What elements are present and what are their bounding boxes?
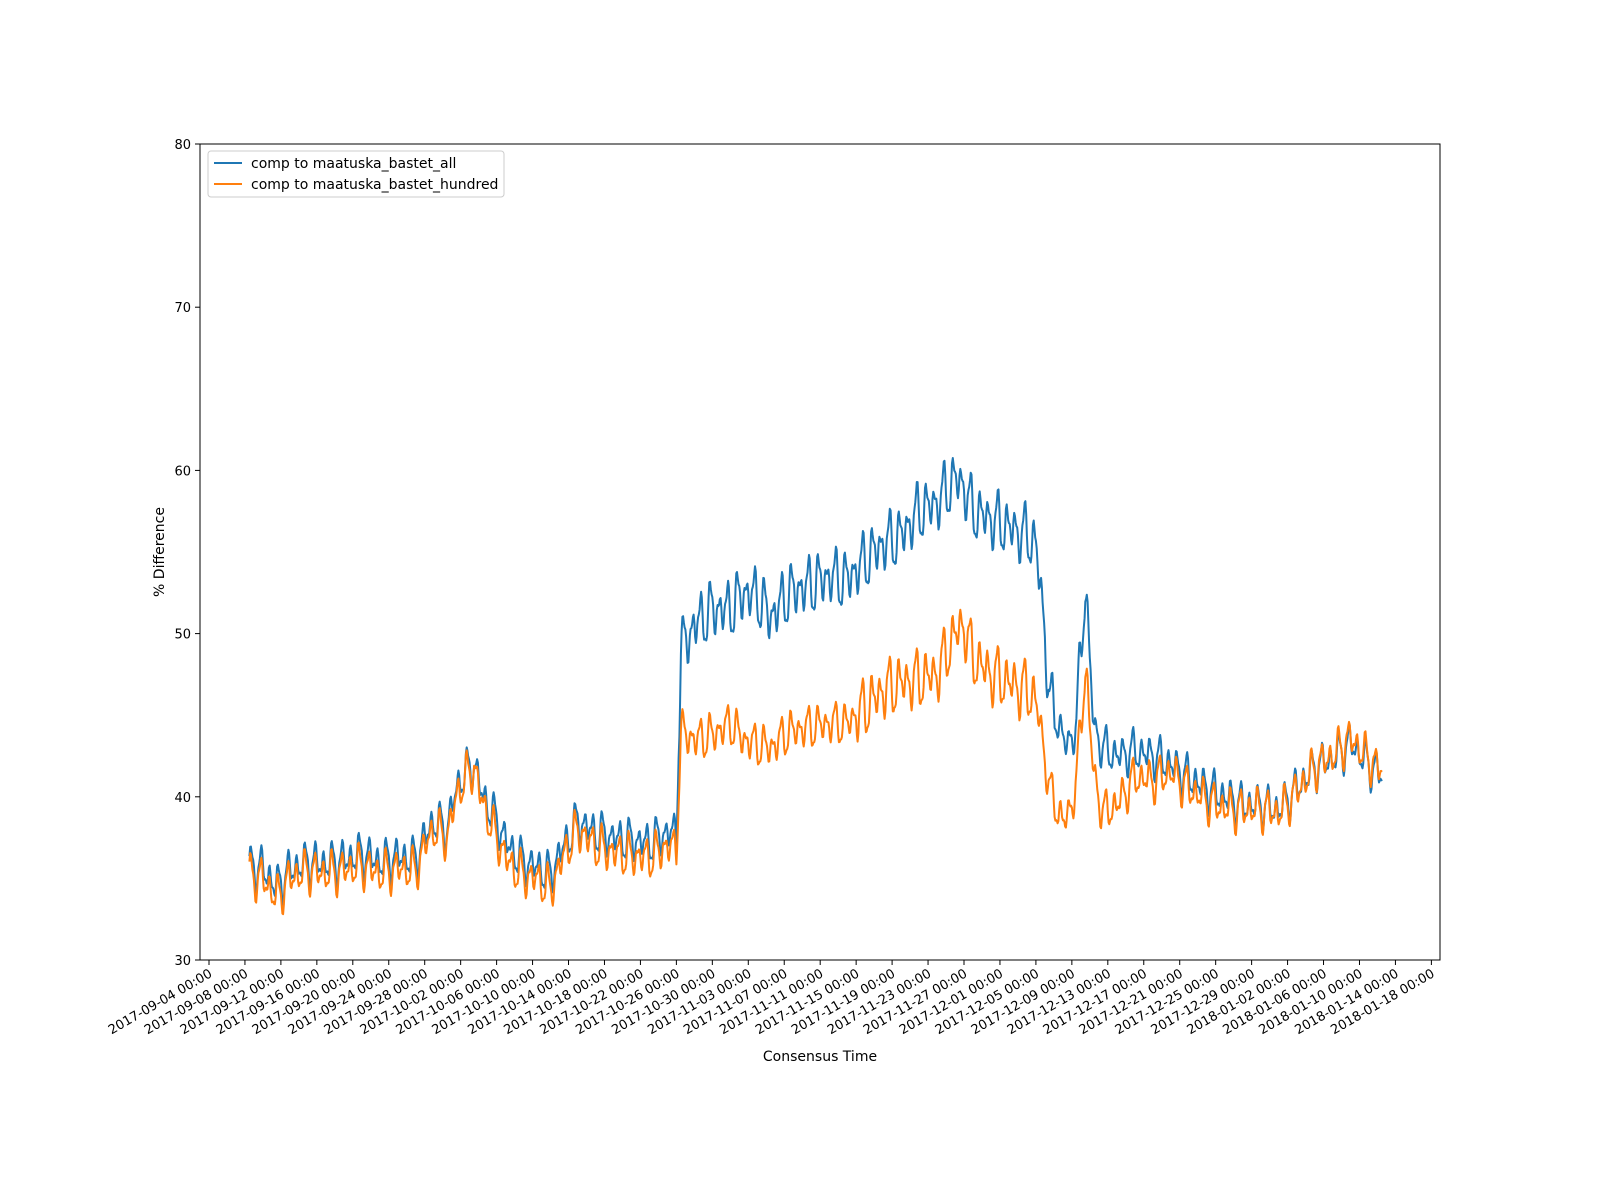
series-layer	[248, 457, 1383, 916]
x-axis-label: Consensus Time	[763, 1049, 877, 1065]
y-tick-label: 60	[174, 464, 191, 479]
plot-area	[200, 144, 1440, 960]
y-tick-label: 50	[174, 628, 191, 643]
legend-box	[207, 150, 505, 198]
legend: comp to maatuska_bastet_all comp to maat…	[207, 150, 505, 198]
legend-label-hundred: comp to maatuska_bastet_hundred	[251, 177, 498, 193]
y-axis: 30 40 50 60 70 80	[174, 138, 200, 969]
y-tick-label: 40	[174, 791, 191, 806]
legend-label-all: comp to maatuska_bastet_all	[251, 156, 456, 172]
y-tick-label: 30	[174, 954, 191, 969]
plot-frame	[199, 143, 1441, 961]
y-tick-label: 80	[174, 138, 191, 153]
series-line-1	[248, 608, 1383, 916]
y-tick-label: 70	[174, 301, 191, 316]
y-axis-label: % Difference	[152, 507, 168, 597]
